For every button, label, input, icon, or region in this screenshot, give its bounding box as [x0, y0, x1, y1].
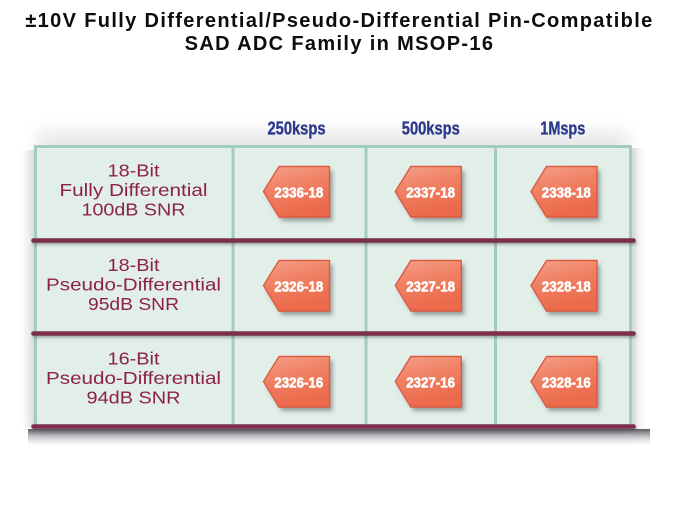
svg-text:Pseudo-Differential: Pseudo-Differential	[46, 275, 221, 295]
svg-text:2326-16: 2326-16	[274, 376, 323, 392]
svg-text:500ksps: 500ksps	[402, 118, 460, 138]
svg-text:1Msps: 1Msps	[540, 118, 585, 138]
svg-text:18-Bit: 18-Bit	[108, 161, 160, 181]
svg-text:Pseudo-Differential: Pseudo-Differential	[46, 368, 221, 388]
svg-text:2337-18: 2337-18	[406, 186, 455, 202]
svg-text:2326-18: 2326-18	[274, 280, 323, 296]
svg-text:16-Bit: 16-Bit	[108, 349, 160, 369]
svg-text:2327-18: 2327-18	[406, 280, 455, 296]
svg-text:Fully Differential: Fully Differential	[60, 180, 208, 200]
svg-text:2336-18: 2336-18	[274, 186, 323, 202]
svg-text:2328-16: 2328-16	[542, 376, 591, 392]
svg-text:95dB SNR: 95dB SNR	[88, 294, 179, 314]
svg-text:2327-16: 2327-16	[406, 376, 455, 392]
svg-text:94dB SNR: 94dB SNR	[87, 388, 181, 408]
svg-text:2338-18: 2338-18	[542, 186, 591, 202]
svg-text:250ksps: 250ksps	[268, 118, 326, 138]
svg-text:100dB SNR: 100dB SNR	[82, 200, 186, 220]
svg-text:2328-18: 2328-18	[542, 280, 591, 296]
svg-text:18-Bit: 18-Bit	[108, 255, 160, 275]
